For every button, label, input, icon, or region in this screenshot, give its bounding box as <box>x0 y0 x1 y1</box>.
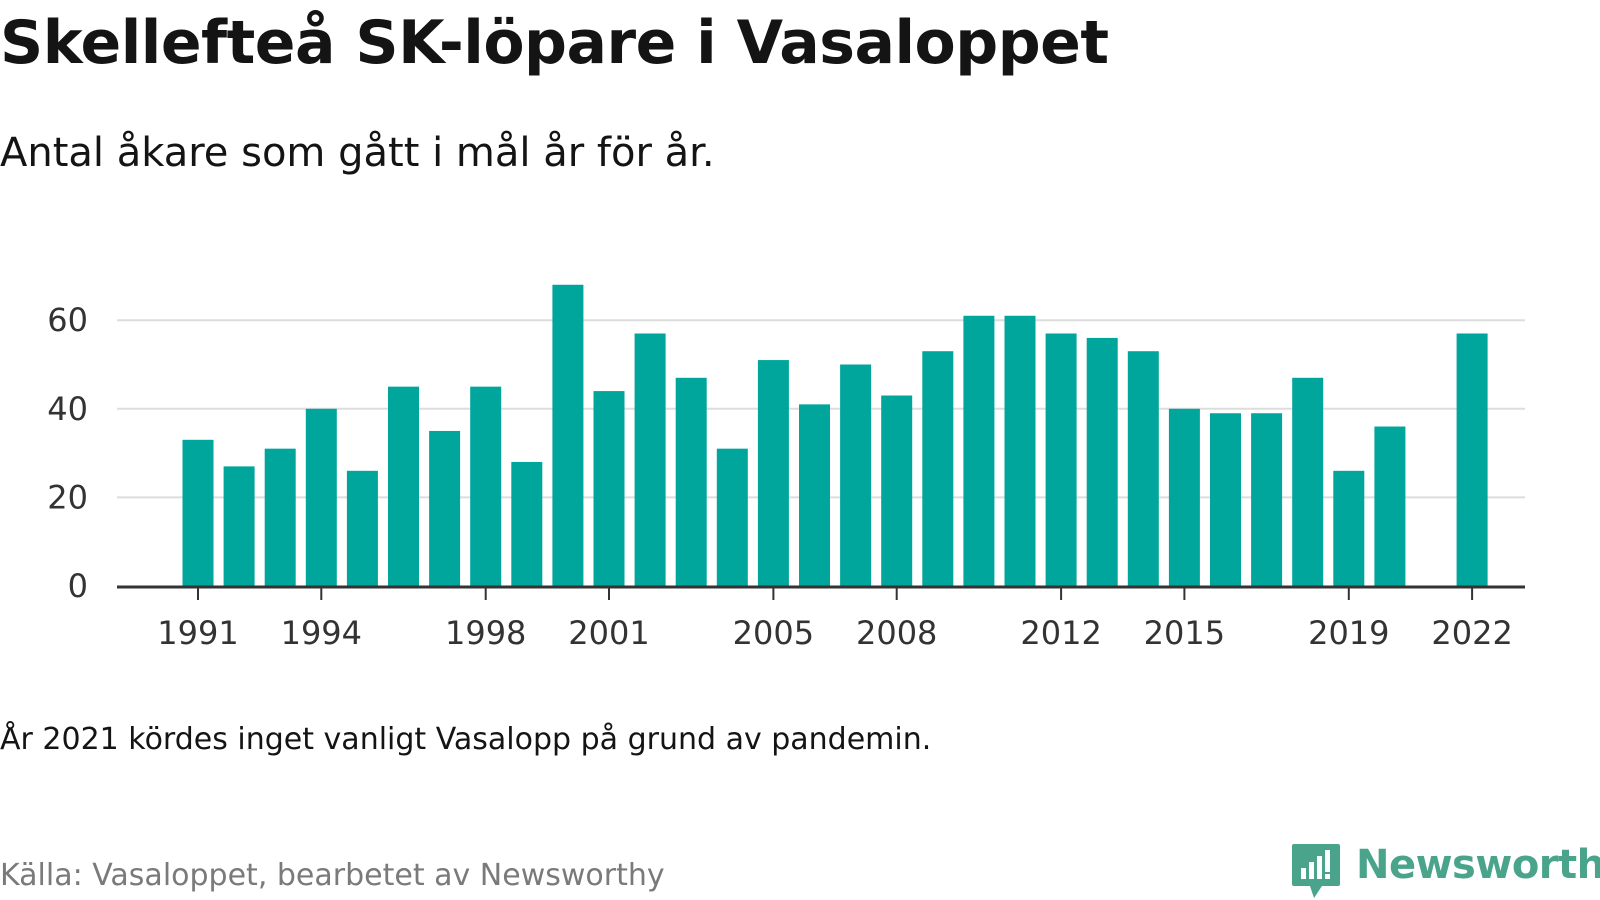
x-tick-label: 2008 <box>856 614 937 652</box>
x-tick-label: 2022 <box>1431 614 1512 652</box>
x-tick-label: 1994 <box>281 614 362 652</box>
bar-1992 <box>223 466 255 586</box>
bar-2008 <box>881 395 913 586</box>
bar-2009 <box>922 351 954 586</box>
bar-2007 <box>840 364 872 586</box>
bar-2010 <box>963 315 995 586</box>
bar-2003 <box>675 377 707 586</box>
bar-1993 <box>264 448 296 586</box>
chart-subtitle: Antal åkare som gått i mål år för år. <box>0 130 715 176</box>
x-tick-label: 2005 <box>733 614 814 652</box>
source-credit: Källa: Vasaloppet, bearbetet av Newswort… <box>0 858 665 893</box>
bar-chart: 0 20 40 60 1991 1994 1998 2001 2005 2008 2012 2015 2… <box>47 284 1525 652</box>
bar-2004 <box>716 448 748 586</box>
bar-2011 <box>1004 315 1036 586</box>
bar-1998 <box>470 386 502 586</box>
chart-note: År 2021 kördes inget vanligt Vasalopp på… <box>0 722 932 757</box>
bar-2000 <box>552 284 584 586</box>
newsworthy-chart-bubble-icon <box>1292 844 1340 898</box>
bar-1994 <box>305 408 337 586</box>
bar-1995 <box>346 470 378 586</box>
y-tick-label: 60 <box>47 301 88 339</box>
bar-2018 <box>1292 377 1324 586</box>
bar-2022 <box>1456 333 1488 586</box>
bar-2005 <box>757 360 789 586</box>
bar-2020 <box>1374 426 1406 586</box>
bar-1996 <box>388 386 419 586</box>
bar-2001 <box>593 391 625 586</box>
newsworthy-logo-text: Newsworthy <box>1356 842 1600 888</box>
bar-1997 <box>429 430 461 586</box>
y-tick-label: 40 <box>47 390 88 428</box>
bar-1991 <box>182 439 214 586</box>
x-tick-label: 2015 <box>1144 614 1225 652</box>
bar-2002 <box>634 333 666 586</box>
x-tick-label: 2019 <box>1308 614 1389 652</box>
x-tick-label: 1998 <box>445 614 526 652</box>
x-tick-label: 1991 <box>157 614 238 652</box>
newsworthy-logo: Newsworthy <box>1290 842 1600 900</box>
x-tick-label: 2001 <box>568 614 649 652</box>
bar-2019 <box>1333 470 1365 586</box>
bar-2006 <box>799 404 830 586</box>
bar-2015 <box>1168 408 1200 586</box>
bar-2017 <box>1251 413 1283 586</box>
x-tick-label: 2012 <box>1020 614 1101 652</box>
chart-title: Skellefteå SK-löpare i Vasaloppet <box>0 8 1109 78</box>
bar-2016 <box>1210 413 1241 586</box>
bar-2012 <box>1045 333 1077 586</box>
y-tick-label: 0 <box>68 567 88 605</box>
bar-2013 <box>1086 337 1118 586</box>
bar-2014 <box>1127 351 1159 586</box>
bar-1999 <box>511 461 543 586</box>
y-tick-label: 20 <box>47 478 88 516</box>
